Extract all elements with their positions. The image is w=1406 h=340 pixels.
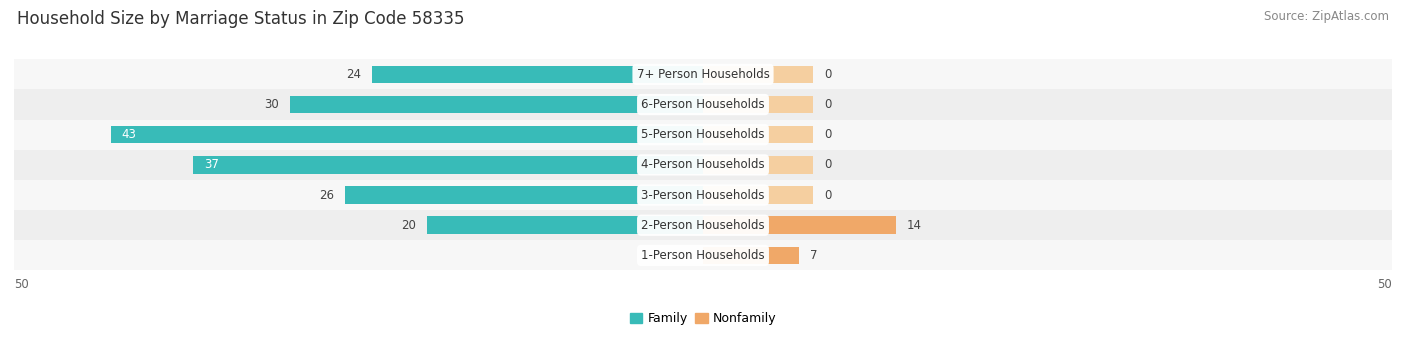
Bar — [14, 150, 1392, 180]
Text: 0: 0 — [824, 98, 831, 111]
Text: 0: 0 — [824, 189, 831, 202]
Text: 7+ Person Households: 7+ Person Households — [637, 68, 769, 81]
Bar — [427, 217, 703, 234]
Legend: Family, Nonfamily: Family, Nonfamily — [624, 307, 782, 330]
Bar — [703, 96, 813, 113]
Bar — [14, 240, 1392, 271]
Bar — [14, 180, 1392, 210]
Text: 5-Person Households: 5-Person Households — [641, 128, 765, 141]
Text: Source: ZipAtlas.com: Source: ZipAtlas.com — [1264, 10, 1389, 23]
Bar — [373, 66, 703, 83]
Text: 0: 0 — [824, 68, 831, 81]
Text: 7: 7 — [810, 249, 818, 262]
Text: Household Size by Marriage Status in Zip Code 58335: Household Size by Marriage Status in Zip… — [17, 10, 464, 28]
Bar — [14, 120, 1392, 150]
Bar — [703, 246, 800, 264]
Bar — [703, 126, 813, 143]
Bar — [193, 156, 703, 174]
Text: 0: 0 — [824, 128, 831, 141]
Bar — [14, 210, 1392, 240]
Text: 50: 50 — [1378, 278, 1392, 291]
Text: 24: 24 — [346, 68, 361, 81]
Text: 30: 30 — [264, 98, 278, 111]
Text: 4-Person Households: 4-Person Households — [641, 158, 765, 171]
Text: 0: 0 — [824, 158, 831, 171]
Text: 50: 50 — [14, 278, 28, 291]
Bar — [703, 66, 813, 83]
Bar — [290, 96, 703, 113]
Bar — [14, 89, 1392, 120]
Text: 26: 26 — [319, 189, 333, 202]
Text: 1-Person Households: 1-Person Households — [641, 249, 765, 262]
Text: 37: 37 — [204, 158, 219, 171]
Bar — [703, 186, 813, 204]
Text: 2-Person Households: 2-Person Households — [641, 219, 765, 232]
Bar — [703, 217, 896, 234]
Text: 14: 14 — [907, 219, 922, 232]
Text: 43: 43 — [121, 128, 136, 141]
Bar — [14, 59, 1392, 89]
Text: 3-Person Households: 3-Person Households — [641, 189, 765, 202]
Text: 6-Person Households: 6-Person Households — [641, 98, 765, 111]
Bar — [111, 126, 703, 143]
Text: 20: 20 — [402, 219, 416, 232]
Bar — [344, 186, 703, 204]
Bar — [703, 156, 813, 174]
